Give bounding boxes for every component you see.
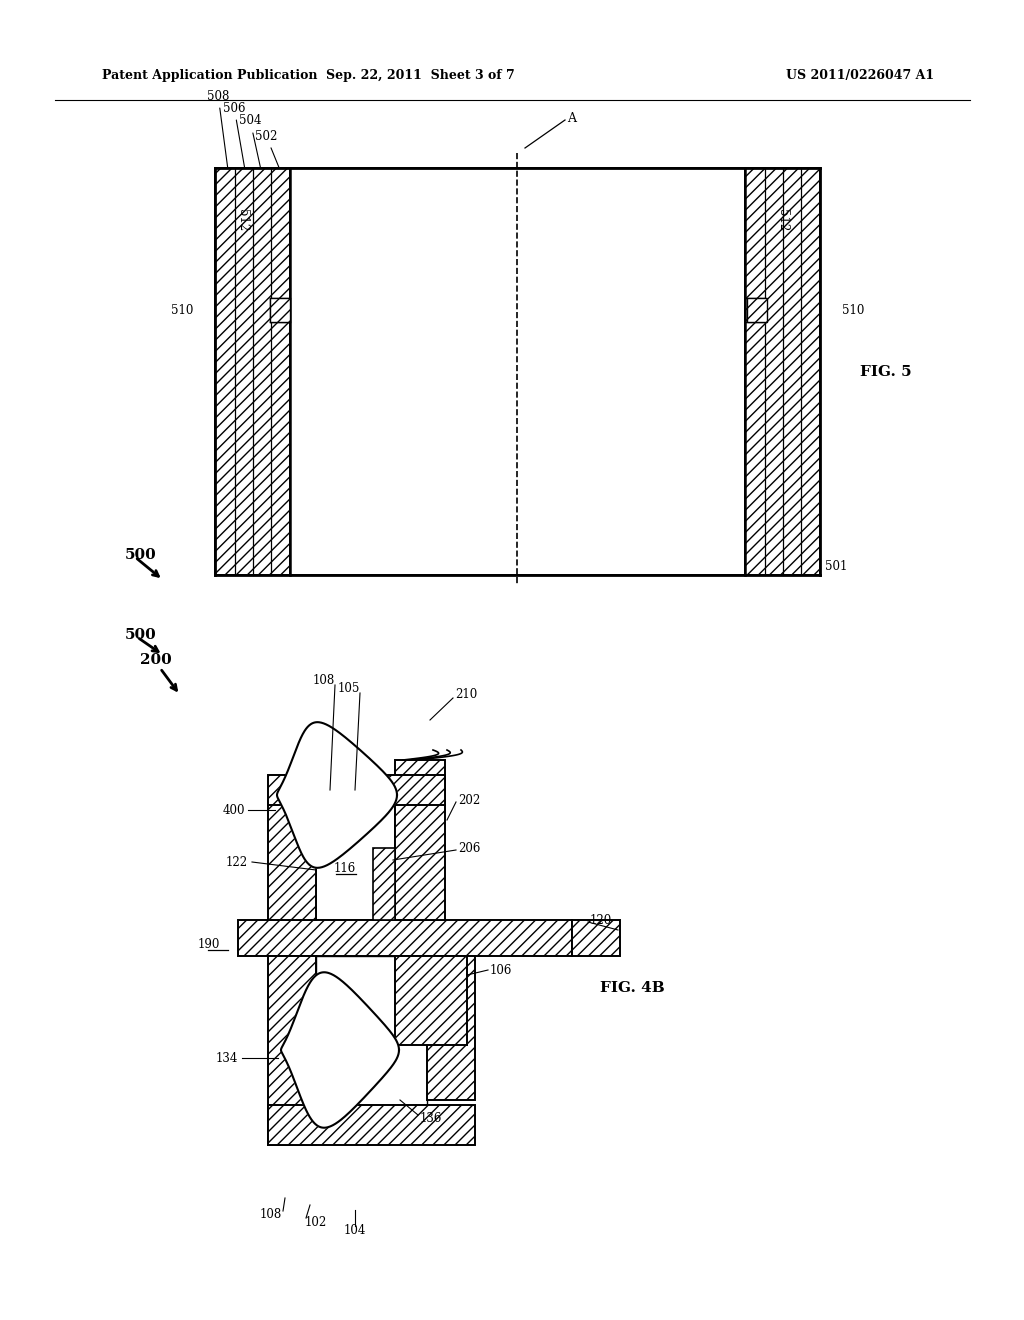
Text: 206: 206 <box>458 842 480 854</box>
Text: US 2011/0226047 A1: US 2011/0226047 A1 <box>786 69 934 82</box>
Text: 136: 136 <box>420 1111 442 1125</box>
Bar <box>427 956 475 1100</box>
Bar <box>745 168 820 576</box>
Text: FIG. 5: FIG. 5 <box>860 364 911 379</box>
Text: 510: 510 <box>171 304 193 317</box>
Text: 104: 104 <box>344 1224 367 1237</box>
Text: 501: 501 <box>825 561 848 573</box>
Text: 510: 510 <box>842 304 864 317</box>
Bar <box>395 956 467 1045</box>
Bar <box>215 168 290 576</box>
Text: Patent Application Publication: Patent Application Publication <box>102 69 317 82</box>
Bar <box>290 168 745 576</box>
Bar <box>270 298 290 322</box>
Bar <box>316 956 427 1105</box>
Bar <box>268 800 316 920</box>
Text: 116: 116 <box>334 862 356 874</box>
Text: 105: 105 <box>338 681 360 694</box>
Text: 122: 122 <box>226 855 248 869</box>
Text: 202: 202 <box>458 793 480 807</box>
Text: FIG. 4B: FIG. 4B <box>600 981 665 995</box>
Bar <box>268 956 316 1144</box>
Text: A: A <box>567 111 577 124</box>
Bar <box>316 805 395 920</box>
Text: Sep. 22, 2011  Sheet 3 of 7: Sep. 22, 2011 Sheet 3 of 7 <box>326 69 514 82</box>
Text: 120: 120 <box>590 913 612 927</box>
Text: 108: 108 <box>312 673 335 686</box>
Text: 506: 506 <box>223 102 246 168</box>
Bar <box>395 760 445 920</box>
Text: 102: 102 <box>305 1216 328 1229</box>
Text: 512: 512 <box>776 209 790 231</box>
Text: 106: 106 <box>490 964 512 977</box>
Text: 200: 200 <box>140 653 172 667</box>
Bar <box>572 920 620 956</box>
Text: 190: 190 <box>198 939 220 952</box>
Text: 504: 504 <box>239 115 261 168</box>
Text: 108: 108 <box>260 1209 282 1221</box>
Bar <box>746 298 767 322</box>
Text: 134: 134 <box>216 1052 238 1064</box>
Text: 502: 502 <box>255 129 279 168</box>
Bar <box>373 847 395 920</box>
Text: 512: 512 <box>236 209 249 231</box>
Polygon shape <box>281 973 399 1127</box>
Text: 210: 210 <box>455 689 477 701</box>
Polygon shape <box>278 722 397 867</box>
Bar <box>268 1105 475 1144</box>
Text: 508: 508 <box>207 90 229 168</box>
Text: 500: 500 <box>125 628 157 642</box>
Text: 400: 400 <box>222 804 245 817</box>
Bar <box>238 920 572 956</box>
Bar <box>268 775 445 805</box>
Text: 500: 500 <box>125 548 157 562</box>
